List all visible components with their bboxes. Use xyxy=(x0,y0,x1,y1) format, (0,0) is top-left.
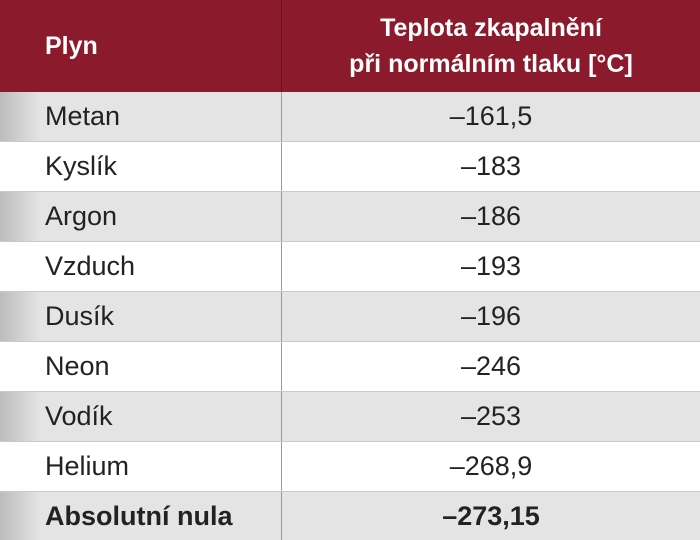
table-row-absolute-zero: Absolutní nula –273,15 xyxy=(0,492,700,540)
gas-cell: Argon xyxy=(0,192,282,241)
temperature-cell: –186 xyxy=(460,201,522,231)
table-row: Vzduch –193 xyxy=(0,242,700,292)
gas-cell: Absolutní nula xyxy=(0,492,282,540)
gas-cell: Dusík xyxy=(0,292,282,341)
table-row: Neon –246 xyxy=(0,342,700,392)
table-row: Kyslík –183 xyxy=(0,142,700,192)
gas-cell: Metan xyxy=(0,92,282,141)
gas-cell: Neon xyxy=(0,342,282,391)
table-row: Dusík –196 xyxy=(0,292,700,342)
table-header: Plyn Teplota zkapalnění při normálním tl… xyxy=(0,0,700,92)
table-row: Metan –161,5 xyxy=(0,92,700,142)
header-temperature-line2: při normálním tlaku [°C] xyxy=(349,50,633,78)
table-row: Helium –268,9 xyxy=(0,442,700,492)
temperature-cell: –268,9 xyxy=(449,451,533,481)
temperature-cell: –253 xyxy=(460,401,522,431)
gas-cell: Vodík xyxy=(0,392,282,441)
temperature-cell: –161,5 xyxy=(449,101,533,131)
gas-cell: Vzduch xyxy=(0,242,282,291)
table-row: Argon –186 xyxy=(0,192,700,242)
temperature-cell: –196 xyxy=(460,301,522,331)
header-gas: Plyn xyxy=(0,0,282,92)
gas-cell: Kyslík xyxy=(0,142,282,191)
gas-cell: Helium xyxy=(0,442,282,491)
temperature-cell: –183 xyxy=(460,151,522,181)
table-row: Vodík –253 xyxy=(0,392,700,442)
header-temperature: Teplota zkapalnění při normálním tlaku [… xyxy=(282,0,700,92)
temperature-cell: –193 xyxy=(460,251,522,281)
header-temperature-line1: Teplota zkapalnění xyxy=(380,14,602,42)
temperature-cell: –246 xyxy=(460,351,522,381)
table-body: Metan –161,5 Kyslík –183 Argon –186 Vzdu… xyxy=(0,92,700,540)
temperature-cell: –273,15 xyxy=(442,500,540,531)
